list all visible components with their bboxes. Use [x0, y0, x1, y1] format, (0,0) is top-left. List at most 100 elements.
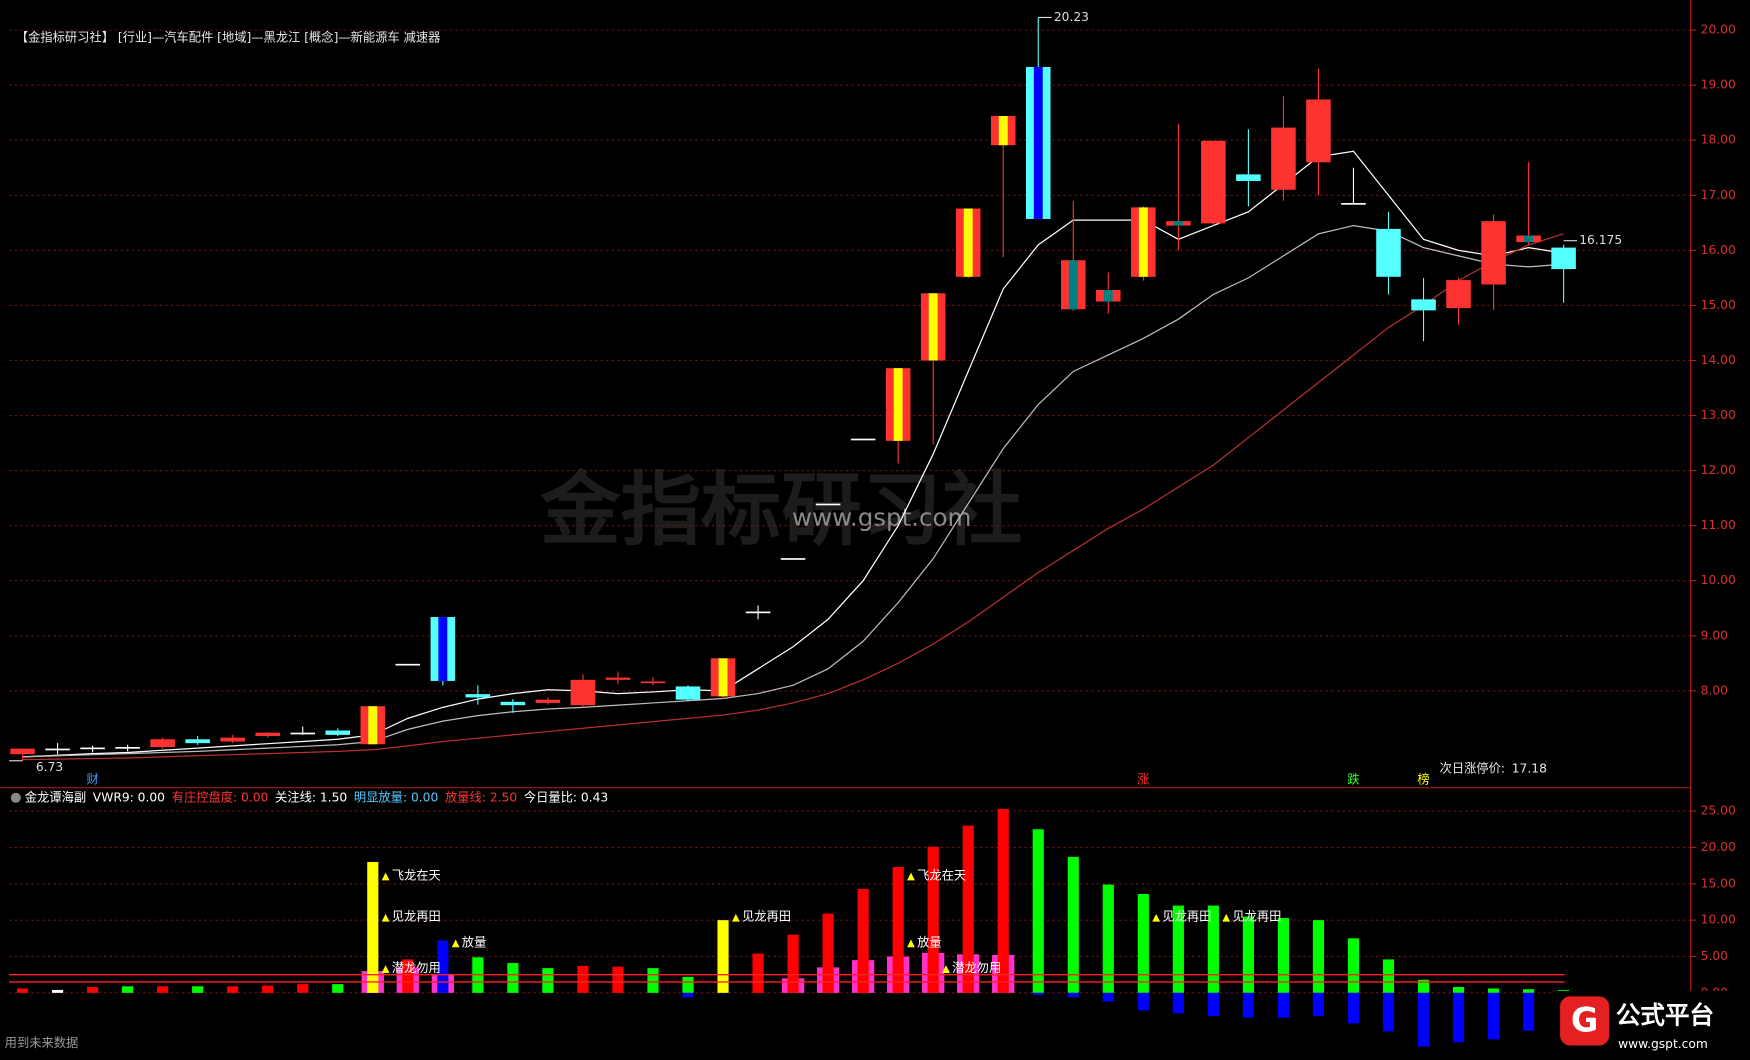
bar	[1067, 992, 1079, 998]
logo-url: www.gspt.com	[1618, 1037, 1708, 1051]
bar	[1347, 938, 1360, 993]
bar	[577, 965, 589, 993]
bar	[1032, 992, 1044, 996]
panel-header-item: 有庄控盘度: 0.00	[172, 789, 269, 804]
bar	[752, 953, 764, 993]
chart-title: 【金指标研习社】 [行业]—汽车配件 [地域]—黑龙江 [概念]—新能源车 减速…	[16, 29, 441, 44]
signal-arrow	[1152, 913, 1161, 922]
bar	[927, 846, 939, 993]
bar	[787, 934, 799, 993]
candle-body	[675, 686, 701, 700]
bar	[1487, 988, 1500, 993]
y-tick-label: 16.00	[1701, 243, 1736, 257]
bar	[1102, 884, 1114, 993]
candle-body	[465, 694, 491, 698]
bar	[1277, 992, 1290, 1018]
ma-line	[22, 150, 1564, 758]
y-tick-label: 9.00	[1701, 628, 1728, 642]
candle-stripe	[1138, 207, 1148, 277]
panel-header-item: 放量线: 2.50	[445, 789, 517, 804]
bar	[1382, 992, 1395, 1032]
y-tick-label: 17.00	[1701, 188, 1736, 202]
bar	[857, 888, 869, 993]
logo-mark: G	[1571, 1001, 1598, 1040]
signal-arrow	[1222, 913, 1231, 922]
y-tick-label: 15.00	[1701, 298, 1736, 312]
candle-stripe	[928, 293, 938, 361]
candle-stripe	[718, 658, 728, 697]
bar	[1347, 992, 1360, 1024]
signal-label: 飞龙在天	[392, 868, 441, 882]
y-tick-label: 10.00	[1701, 913, 1736, 927]
candle-body	[1306, 99, 1331, 163]
candle-stripe	[368, 706, 378, 745]
bar	[822, 913, 834, 993]
candle-body	[45, 748, 70, 751]
candle-body	[395, 663, 421, 666]
annotation-label: 16.175	[1579, 233, 1622, 247]
bar	[682, 976, 694, 993]
panel-header-item: 金龙谭海副	[25, 789, 86, 804]
candle-body	[290, 732, 316, 735]
bar	[122, 986, 134, 993]
candle-body	[605, 677, 631, 680]
signal-label: 见龙再田	[742, 910, 791, 924]
bar	[51, 989, 64, 993]
candle-stripe	[1033, 67, 1043, 219]
bar	[16, 988, 29, 993]
bar	[1242, 916, 1254, 993]
signal-marker: 榜	[1417, 771, 1429, 786]
bar	[1137, 893, 1149, 993]
signal-label: 放量	[462, 934, 487, 949]
signal-arrow	[907, 872, 915, 881]
candle-body	[850, 438, 876, 441]
candle-body	[80, 747, 105, 750]
candle-stripe	[893, 368, 903, 441]
bar	[1242, 992, 1254, 1018]
bar	[262, 985, 274, 993]
bar	[157, 986, 169, 993]
bar	[1382, 959, 1395, 993]
logo-name: 公式平台	[1616, 1000, 1714, 1029]
bar	[1417, 992, 1430, 1047]
bar	[647, 968, 659, 993]
candle-stripe	[438, 617, 448, 681]
logo-icon	[1560, 996, 1610, 1046]
y-tick-label: 19.00	[1701, 78, 1736, 92]
y-tick-label: 8.00	[1701, 683, 1728, 697]
y-tick-label: 10.00	[1701, 573, 1736, 587]
bar	[1067, 856, 1079, 993]
bar	[892, 867, 904, 993]
signal-arrow	[907, 939, 915, 948]
y-tick-label: 15.00	[1701, 876, 1736, 890]
candle-body	[115, 746, 140, 749]
candle-stripe	[1173, 221, 1183, 226]
signal-marker: 财	[86, 772, 98, 786]
bar	[402, 959, 414, 993]
signal-arrow	[731, 913, 740, 922]
candle-body	[780, 558, 806, 560]
bar	[297, 984, 309, 993]
logo: G 公式平台 www.gspt.com	[1551, 990, 1750, 1060]
watermark-brand: 金指标研习社	[540, 462, 1022, 556]
candle-body	[220, 737, 245, 742]
annotation-label: 6.73	[36, 760, 63, 774]
candle-body	[1376, 228, 1401, 277]
candle-stripe	[998, 116, 1008, 146]
y-tick-label: 11.00	[1701, 518, 1736, 532]
candle-body	[500, 701, 526, 706]
bar	[1487, 992, 1500, 1040]
bar	[507, 963, 519, 993]
signal-arrow	[451, 939, 460, 948]
signal-label: 潜龙勿用	[392, 961, 441, 975]
y-tick-label: 14.00	[1701, 353, 1736, 367]
y-tick-label: 5.00	[1701, 949, 1728, 963]
panel-header-item: 今日量比: 0.43	[524, 789, 608, 804]
y-tick-label: 20.00	[1701, 840, 1736, 854]
candle-body	[1551, 247, 1576, 270]
bar	[87, 987, 99, 993]
y-tick-label: 12.00	[1701, 463, 1736, 477]
bar	[612, 966, 624, 993]
signal-marker: 跌	[1347, 771, 1359, 786]
